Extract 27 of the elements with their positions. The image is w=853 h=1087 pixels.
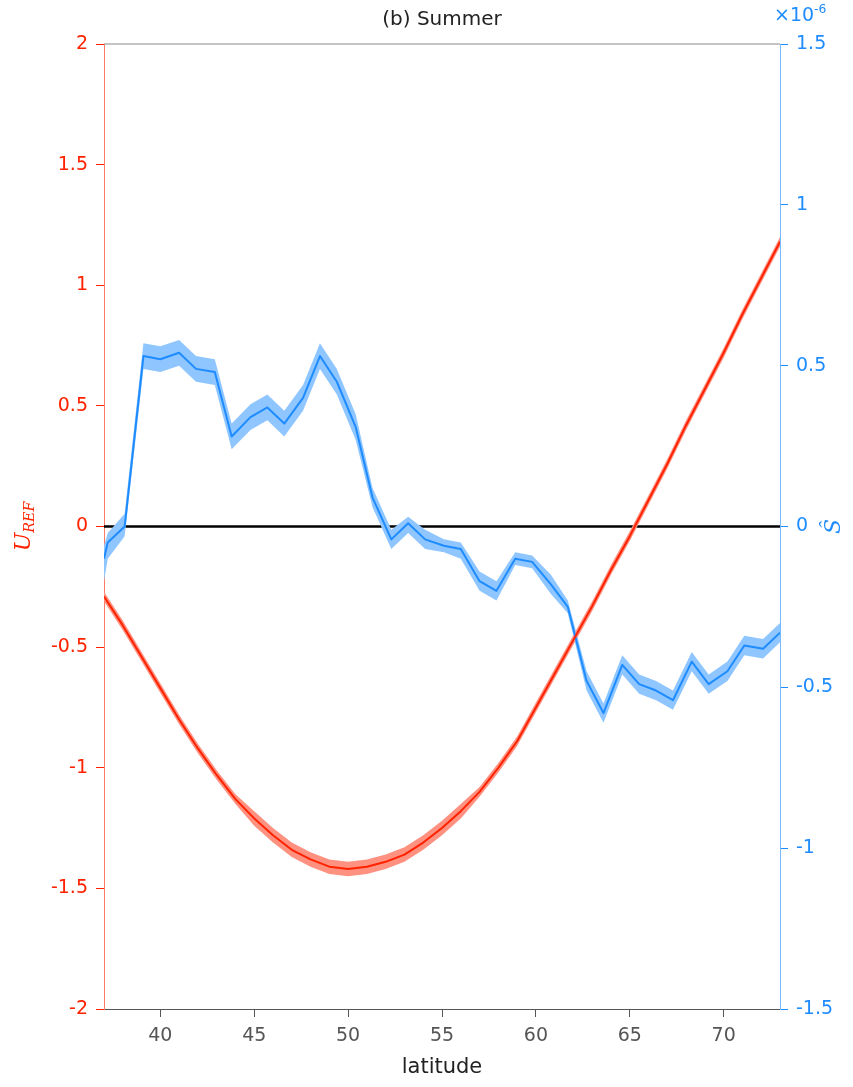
y2-tick-label: -1.5 <box>796 995 834 1018</box>
x-tick-label: 60 <box>523 1023 548 1046</box>
y-tick-label: -1 <box>69 754 88 777</box>
y-tick-label: -0.5 <box>50 634 88 657</box>
y-tick-label: -1.5 <box>50 875 88 898</box>
y2-tick-label: -0.5 <box>796 674 834 697</box>
x-tick-label: 45 <box>242 1023 267 1046</box>
x-axis-title: latitude <box>401 1054 483 1079</box>
y-tick-label: 0.5 <box>57 392 88 415</box>
y2-tick-label: 0.5 <box>796 352 827 375</box>
y-tick-label: 1 <box>75 272 88 295</box>
x-tick-label: 40 <box>148 1023 173 1046</box>
y-tick-label: 0 <box>75 513 88 536</box>
y-tick-label: -2 <box>69 995 88 1018</box>
y2-tick-label: 0 <box>796 513 809 536</box>
y2-axis-title: Ŝ <box>818 518 845 535</box>
chart-title: (b) Summer <box>382 6 503 31</box>
y-tick-label: 1.5 <box>57 151 88 174</box>
y2-tick-label: -1 <box>796 835 815 858</box>
y-tick-label: 2 <box>75 30 88 53</box>
x-tick-label: 65 <box>617 1023 642 1046</box>
x-tick-label: 70 <box>711 1023 736 1046</box>
y-axis-title: UREF <box>9 500 38 552</box>
y2-tick-label: 1.5 <box>796 30 827 53</box>
y2-tick-label: 1 <box>796 191 809 214</box>
x-tick-label: 50 <box>336 1023 361 1046</box>
x-tick-label: 55 <box>429 1023 455 1046</box>
